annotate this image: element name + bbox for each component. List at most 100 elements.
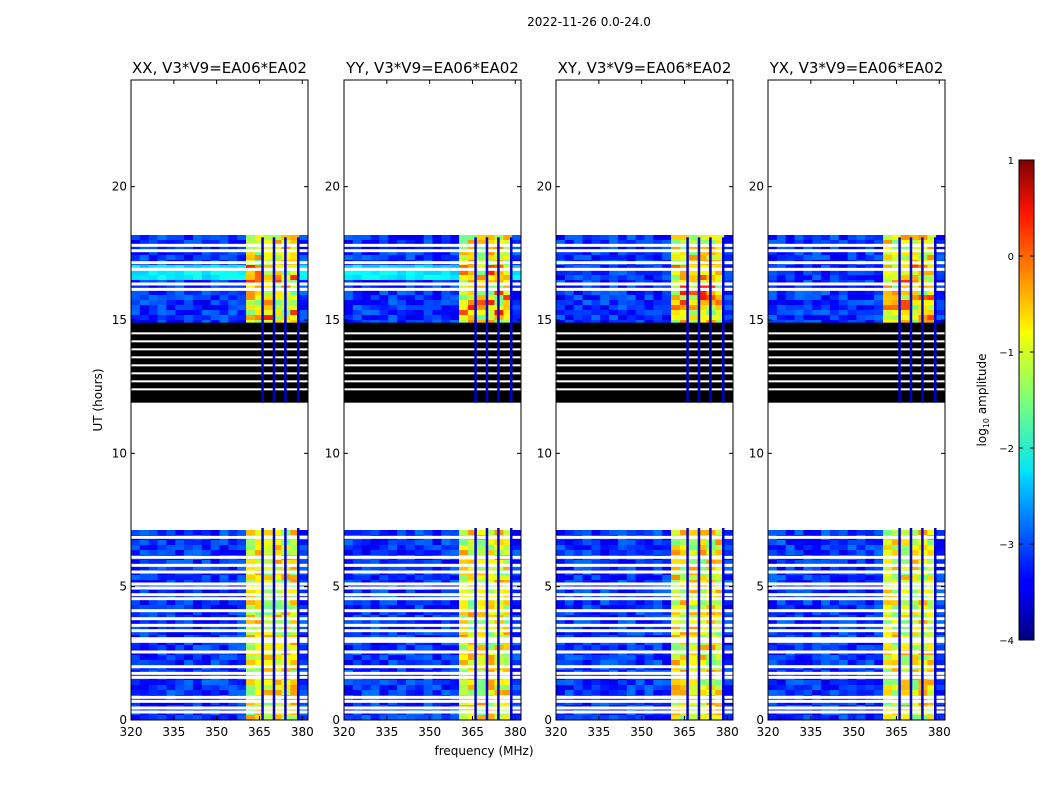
pixel	[909, 255, 919, 261]
pixel	[662, 265, 672, 271]
pixel	[263, 540, 273, 546]
pixel	[175, 605, 185, 611]
pixel	[653, 265, 663, 271]
pixel	[856, 620, 866, 626]
pixel	[432, 655, 442, 661]
pixel	[865, 240, 875, 246]
pixel	[785, 620, 795, 626]
flagged-block	[344, 322, 521, 403]
pixel	[290, 270, 300, 276]
pixel	[697, 290, 707, 296]
pixel	[635, 285, 645, 291]
pixel	[662, 255, 672, 261]
pixel	[662, 685, 672, 691]
pixel	[564, 265, 575, 271]
pixel	[299, 685, 309, 691]
pixel	[865, 290, 875, 296]
pixel	[299, 245, 309, 251]
pixel	[662, 550, 672, 556]
pixel	[131, 255, 141, 261]
pixel	[441, 590, 451, 596]
pixel	[139, 545, 150, 551]
pixel	[467, 275, 478, 281]
pixel	[344, 275, 354, 281]
flag-gap-line	[556, 380, 733, 383]
pixel	[794, 715, 804, 721]
pixel	[432, 680, 442, 686]
pixel	[254, 625, 265, 631]
pixel	[600, 560, 610, 566]
pixel	[626, 245, 637, 251]
pixel	[635, 630, 645, 636]
pixel	[432, 600, 442, 606]
pixel	[379, 690, 389, 696]
pixel	[397, 290, 407, 296]
gap-row	[344, 695, 521, 699]
flagged-channel	[485, 237, 489, 403]
pixel	[591, 655, 601, 661]
pixel	[821, 685, 831, 691]
pixel	[201, 545, 212, 551]
pixel	[228, 630, 238, 636]
pixel	[927, 600, 937, 606]
gap-row	[131, 243, 308, 247]
pixel	[299, 275, 309, 281]
pixel	[591, 235, 601, 241]
pixel	[936, 600, 946, 606]
pixel	[263, 605, 273, 611]
pixel	[856, 565, 866, 571]
pixel	[272, 310, 282, 316]
pixel	[246, 270, 256, 276]
pixel	[450, 645, 460, 651]
pixel	[370, 275, 380, 281]
panel-title: YY, V3*V9=EA06*EA02	[345, 59, 519, 77]
pixel	[184, 300, 194, 306]
pixel	[644, 545, 654, 551]
pixel	[891, 550, 902, 556]
pixel	[768, 690, 778, 696]
pixel	[290, 530, 300, 536]
pixel	[936, 290, 946, 296]
pixel	[228, 245, 238, 251]
pixel	[794, 310, 804, 316]
pixel	[856, 685, 866, 691]
pixel	[414, 310, 425, 316]
pixel	[697, 630, 707, 636]
pixel	[794, 530, 804, 536]
pixel	[564, 270, 575, 276]
pixel	[847, 680, 857, 686]
pixel	[776, 235, 787, 241]
pixel	[803, 590, 813, 596]
pixel	[210, 600, 220, 606]
pixel	[192, 625, 203, 631]
pixel	[821, 240, 831, 246]
pixel	[776, 250, 787, 256]
pixel	[139, 565, 150, 571]
pixel	[556, 240, 566, 246]
pixel	[874, 605, 884, 611]
gap-row	[556, 609, 733, 613]
pixel	[148, 295, 158, 301]
pixel	[388, 255, 398, 261]
pixel	[609, 605, 619, 611]
y-tick-label: 15	[749, 313, 764, 327]
gap-row	[344, 706, 521, 710]
pixel	[476, 545, 486, 551]
pixel	[564, 310, 575, 316]
pixel	[272, 285, 282, 291]
pixel	[556, 565, 566, 571]
pixel	[927, 240, 937, 246]
flag-gap-line	[131, 380, 308, 383]
pixel	[192, 660, 203, 666]
pixel	[600, 290, 610, 296]
pixel	[600, 310, 610, 316]
gap-row	[131, 586, 308, 590]
pixel	[803, 660, 813, 666]
pixel	[829, 600, 840, 606]
pixel	[246, 630, 256, 636]
pixel	[476, 605, 486, 611]
pixel	[414, 715, 425, 721]
pixel	[201, 625, 212, 631]
pixel	[856, 240, 866, 246]
colorbar-tick-label: 0	[1008, 252, 1014, 263]
